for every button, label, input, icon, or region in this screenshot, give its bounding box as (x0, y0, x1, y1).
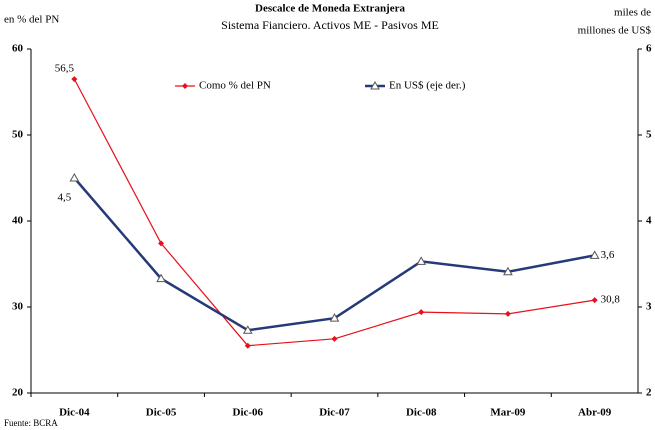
point (242, 325, 253, 334)
series-line (73, 78, 595, 347)
x-tick-label: Mar-09 (490, 407, 526, 419)
data-label: 30,8 (601, 294, 621, 306)
chart-title: Descalce de Moneda Extranjera (255, 3, 405, 15)
point (370, 80, 380, 90)
point (416, 256, 427, 265)
point (589, 250, 600, 259)
chart-subtitle: Sistema Fianciero. Activos ME - Pasivos … (221, 18, 439, 32)
data-label: 4,5 (57, 192, 71, 204)
point (69, 172, 80, 182)
x-tick-label: Dic-05 (146, 407, 177, 419)
point (503, 266, 513, 276)
y2-axis-label: millones de US$ (578, 25, 652, 37)
point (182, 83, 188, 89)
legend-label: En US$ (eje der.) (389, 80, 466, 92)
y-tick-label: 40 (12, 215, 24, 227)
point (244, 342, 251, 349)
point (158, 240, 165, 247)
data-label: 3,6 (601, 249, 615, 261)
point (329, 313, 340, 322)
series-line (73, 177, 595, 332)
y2-tick-label: 3 (646, 301, 652, 313)
data-label: 56,5 (55, 63, 75, 75)
x-tick-label: Dic-06 (233, 407, 264, 419)
point (418, 309, 425, 316)
point (591, 297, 598, 304)
y2-tick-label: 4 (646, 215, 652, 227)
y2-tick-label: 2 (646, 387, 652, 399)
legend-label: Como % del PN (199, 80, 271, 92)
y-tick-label: 30 (12, 301, 24, 313)
x-tick-label: Dic-08 (406, 407, 437, 419)
point (71, 76, 78, 83)
y-axis-label: en % del PN (4, 14, 59, 26)
point (156, 273, 166, 283)
y2-axis-label: miles de (614, 7, 651, 19)
y-tick-label: 20 (12, 387, 24, 399)
x-tick-label: Dic-04 (59, 407, 90, 419)
y-tick-label: 60 (12, 43, 24, 55)
point (331, 335, 338, 342)
x-tick-label: Abr-09 (578, 407, 612, 419)
source: Fuente: BCRA (4, 418, 58, 428)
x-tick-label: Dic-07 (319, 407, 350, 419)
y2-tick-label: 6 (646, 43, 652, 55)
y-tick-label: 50 (12, 129, 24, 141)
y2-tick-label: 5 (646, 129, 652, 141)
point (504, 310, 511, 317)
